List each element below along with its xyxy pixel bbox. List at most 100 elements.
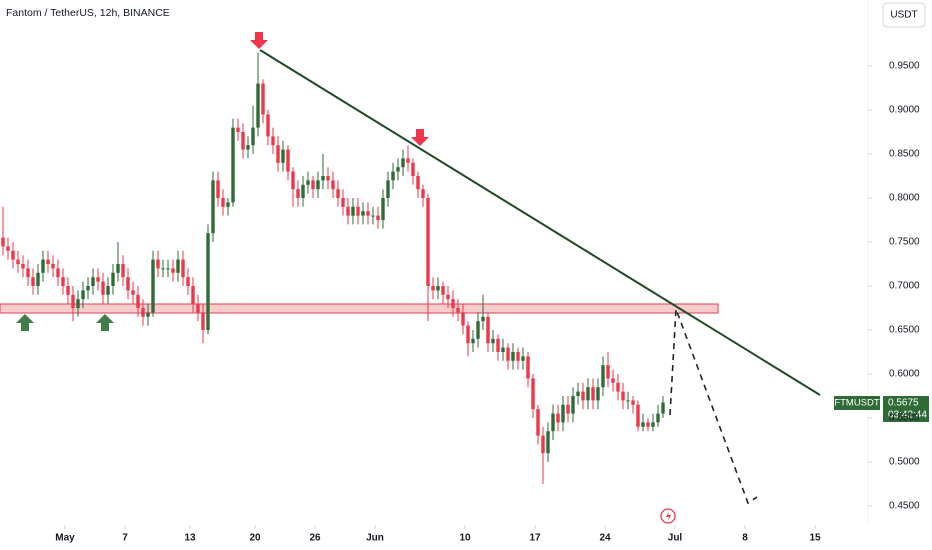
candle-body bbox=[226, 202, 230, 207]
candle-body bbox=[256, 83, 260, 128]
candle-body bbox=[11, 250, 15, 260]
y-tick-label: 0.5000 bbox=[889, 457, 920, 468]
x-tick-label: May bbox=[55, 533, 75, 544]
candle-body bbox=[96, 277, 100, 282]
candle-body bbox=[296, 189, 300, 198]
candle-body bbox=[611, 378, 615, 383]
x-tick-label: Jul bbox=[668, 533, 683, 544]
projection bbox=[669, 308, 758, 505]
candle-body bbox=[366, 211, 370, 216]
candle-body bbox=[136, 294, 140, 308]
candle-body bbox=[46, 259, 50, 264]
currency-button[interactable] bbox=[882, 2, 926, 28]
candle-body bbox=[481, 316, 485, 322]
candle-body bbox=[26, 268, 30, 278]
candle-body bbox=[36, 272, 40, 286]
y-tick-label: 0.7500 bbox=[889, 237, 920, 248]
candle-body bbox=[556, 413, 560, 423]
chart-title: Fantom / TetherUS, 12h, BINANCE bbox=[6, 7, 170, 19]
candle-body bbox=[391, 171, 395, 181]
candle-body bbox=[216, 180, 220, 198]
symbol-label: FTMUSDT bbox=[834, 398, 880, 409]
candle-body bbox=[236, 127, 240, 132]
candle-body bbox=[651, 422, 655, 427]
candle-body bbox=[601, 365, 605, 388]
candle-body bbox=[31, 277, 35, 286]
candle-body bbox=[181, 259, 185, 278]
x-tick-label: 26 bbox=[309, 533, 321, 544]
candle-body bbox=[461, 312, 465, 326]
candle-body bbox=[306, 180, 310, 185]
candle-body bbox=[381, 197, 385, 220]
candle-body bbox=[456, 307, 460, 313]
candle-body bbox=[491, 338, 495, 344]
y-tick-label: 0.7000 bbox=[889, 281, 920, 292]
candle-body bbox=[411, 162, 415, 176]
candle-body bbox=[606, 365, 610, 379]
trend-line bbox=[259, 49, 821, 396]
candle-body bbox=[416, 175, 420, 190]
up-arrow bbox=[96, 314, 114, 331]
candle-body bbox=[451, 299, 455, 308]
candle-body bbox=[126, 277, 130, 291]
candle-body bbox=[146, 312, 150, 317]
y-tick-label: 0.9000 bbox=[889, 105, 920, 116]
candle-body bbox=[516, 351, 520, 361]
candle-body bbox=[16, 259, 20, 264]
candle-body bbox=[586, 387, 590, 401]
candle-body bbox=[261, 83, 265, 115]
candle-body bbox=[351, 206, 355, 216]
candle-body bbox=[361, 211, 365, 216]
y-tick-label: 0.8500 bbox=[889, 149, 920, 160]
candle-body bbox=[6, 246, 10, 251]
candle-body bbox=[86, 285, 90, 291]
y-tick-label: 0.5500 bbox=[889, 413, 920, 424]
candle-body bbox=[356, 206, 360, 216]
candle-body bbox=[376, 215, 380, 220]
candle-body bbox=[346, 206, 350, 216]
candle-body bbox=[501, 347, 505, 352]
candle-body bbox=[66, 285, 70, 295]
candle-body bbox=[486, 316, 490, 344]
candle-body bbox=[341, 197, 345, 207]
candle-body bbox=[116, 263, 120, 273]
last-price-tag bbox=[883, 396, 929, 422]
candle-body bbox=[291, 171, 295, 190]
candle-body bbox=[76, 299, 80, 308]
candle-body bbox=[646, 422, 650, 427]
y-tick-label: 0.4500 bbox=[889, 501, 920, 512]
candle-body bbox=[311, 180, 315, 190]
y-tick-label: 0.6000 bbox=[889, 369, 920, 380]
candle-body bbox=[231, 127, 235, 203]
candle-body bbox=[426, 197, 430, 286]
candle-body bbox=[301, 184, 305, 198]
candle-body bbox=[581, 391, 585, 401]
candle-body bbox=[571, 395, 575, 414]
candle-body bbox=[521, 356, 525, 361]
candle-body bbox=[286, 149, 290, 172]
candle-body bbox=[636, 404, 640, 427]
y-tick-label: 0.8000 bbox=[889, 193, 920, 204]
candle-body bbox=[101, 281, 105, 295]
candle-body bbox=[546, 431, 550, 454]
candle-body bbox=[631, 400, 635, 405]
candle-body bbox=[496, 338, 500, 352]
candle-body bbox=[541, 435, 545, 454]
candle-body bbox=[641, 422, 645, 427]
candle-body bbox=[1, 237, 5, 247]
candle-body bbox=[431, 285, 435, 291]
candle-body bbox=[531, 378, 535, 410]
event-icon-bolt bbox=[666, 511, 671, 521]
candle-body bbox=[316, 180, 320, 190]
candle-body bbox=[371, 215, 375, 217]
candle-body bbox=[156, 259, 160, 269]
candle-body bbox=[576, 391, 580, 396]
candle-body bbox=[271, 136, 275, 146]
symbol-tag bbox=[834, 396, 880, 410]
countdown-label: 03:42:44 bbox=[888, 410, 927, 421]
support-zone bbox=[0, 303, 719, 314]
candle-body bbox=[206, 233, 210, 330]
x-tick-label: 15 bbox=[809, 533, 821, 544]
candle-body bbox=[106, 285, 110, 295]
